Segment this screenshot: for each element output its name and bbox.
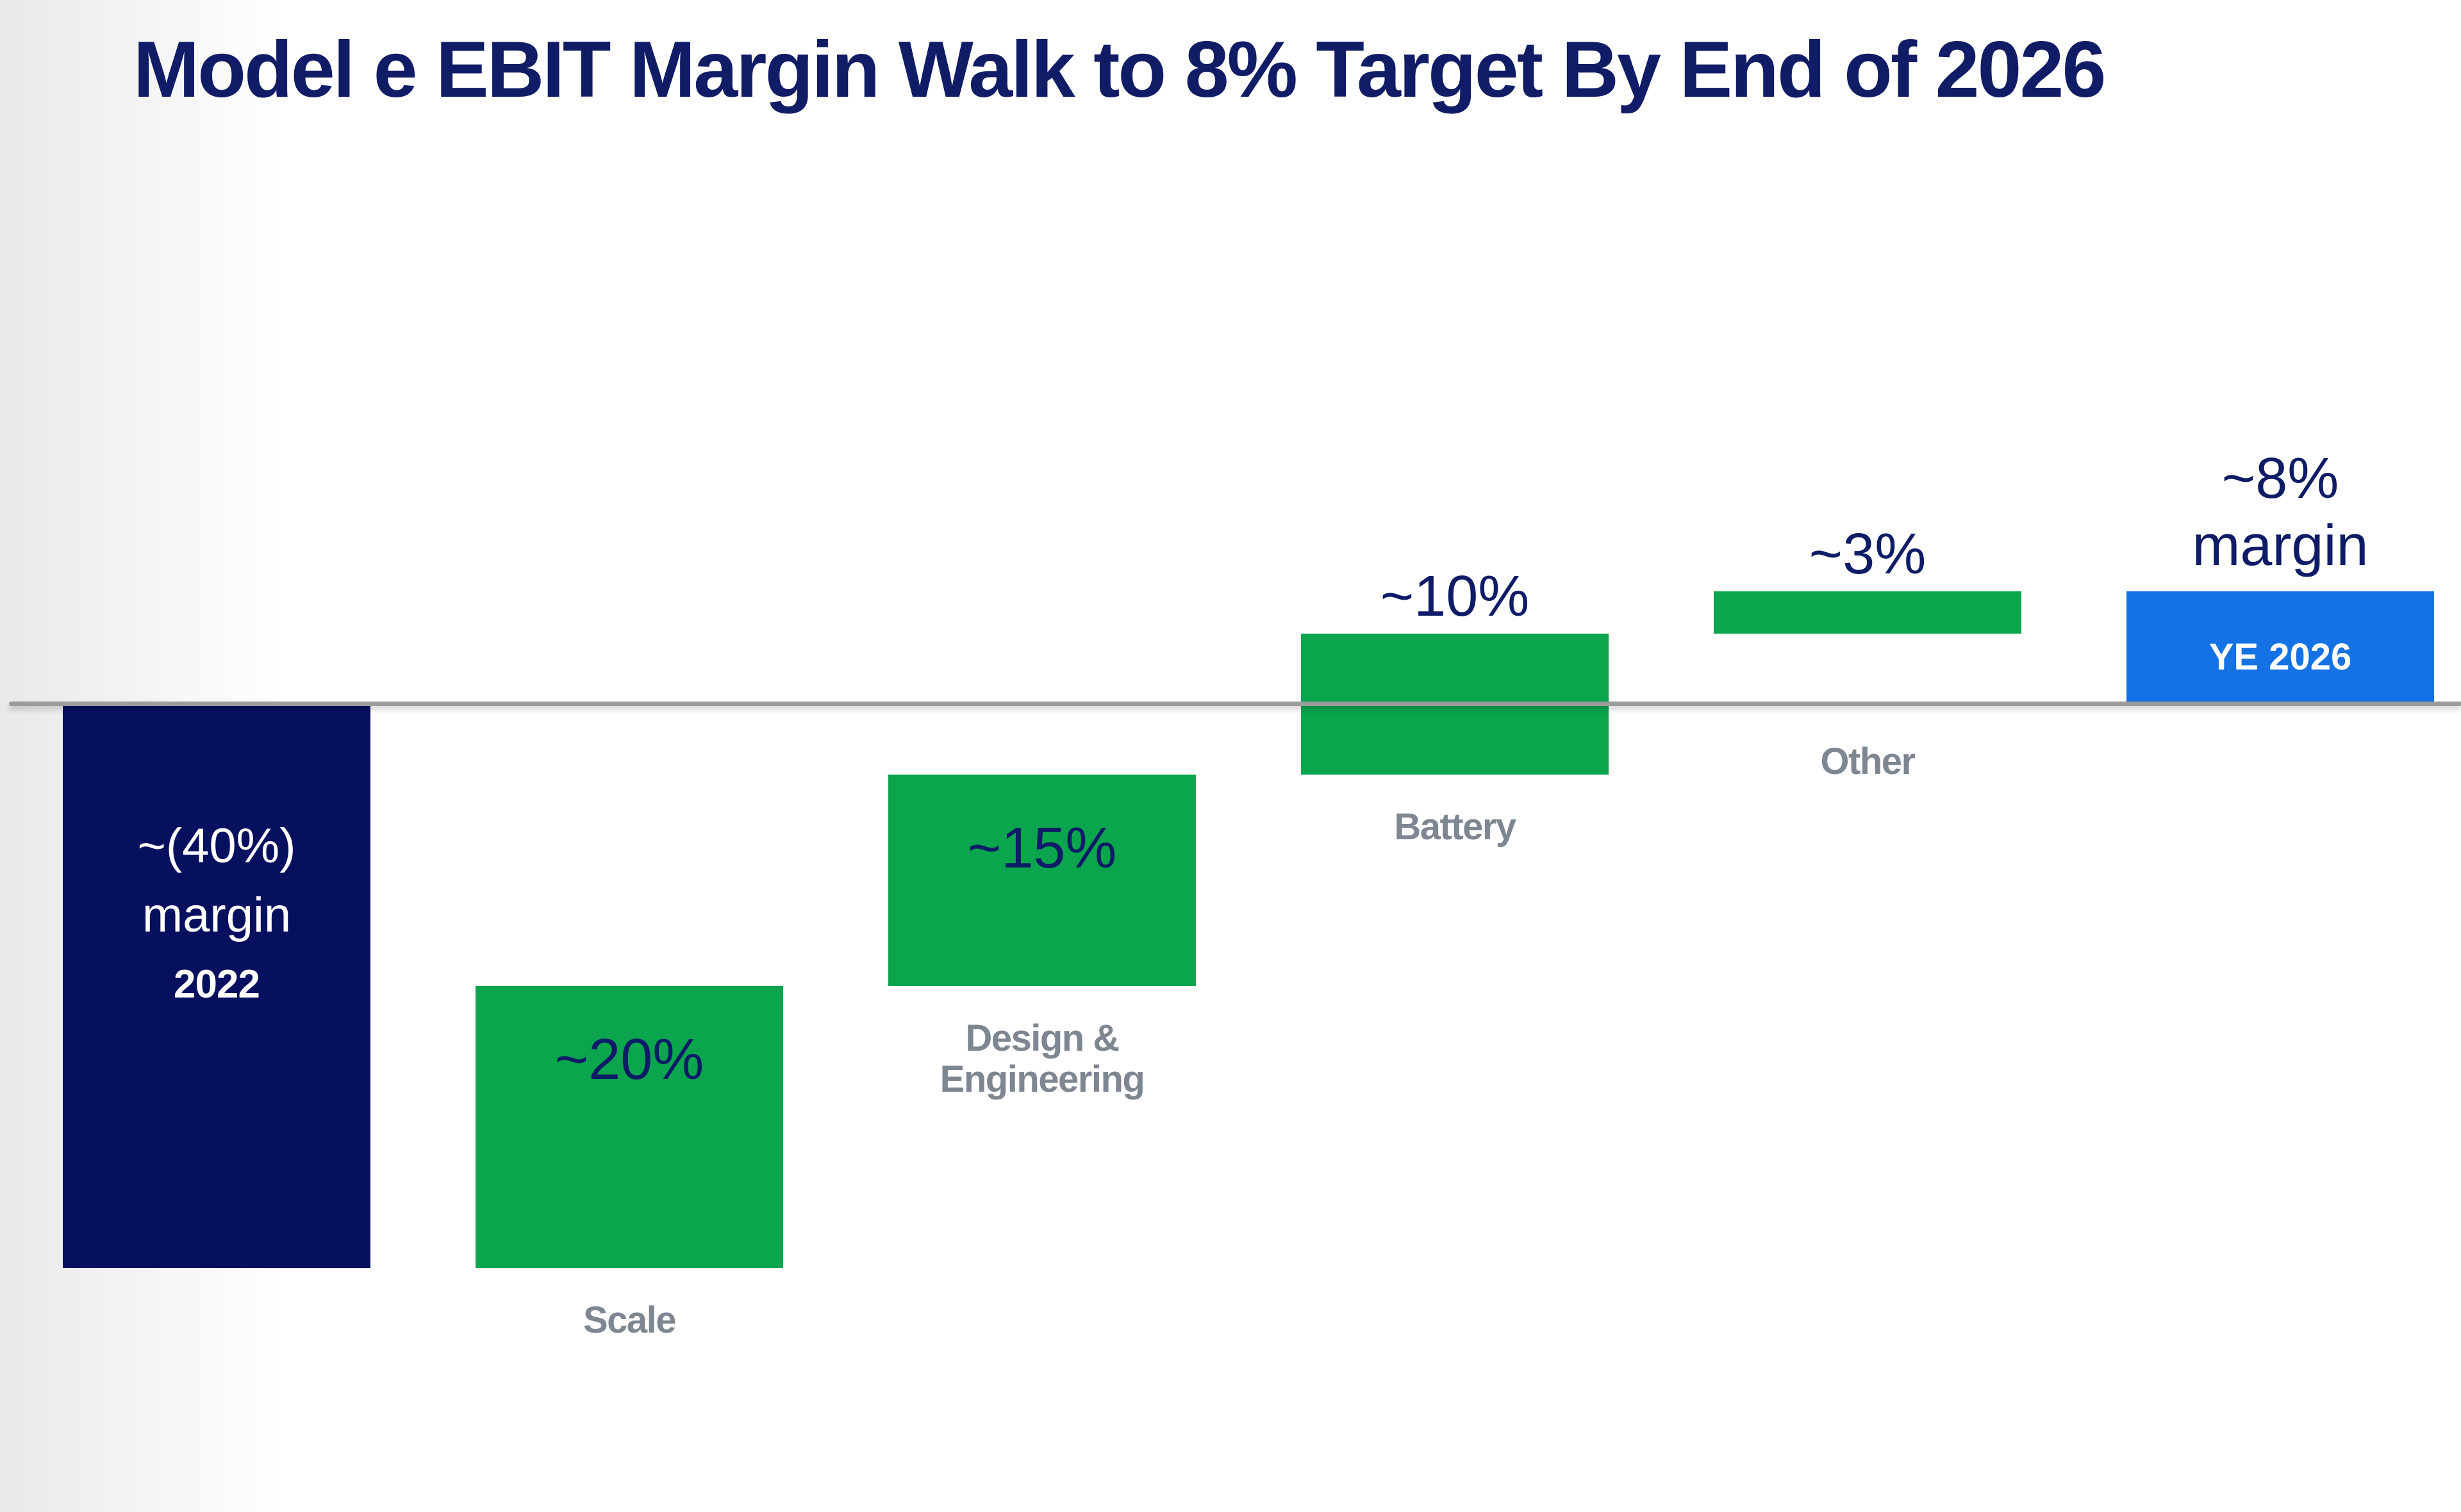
value-label-2022: ~(40%) margin 2022 [63,812,370,1019]
value-label-other: ~3% [1714,518,2021,590]
category-label-design-engineering: Design & Engineering [836,1017,1248,1100]
value-label-2022-line-3: 2022 [174,962,260,1007]
category-label-battery-line-1: Battery [1394,805,1516,848]
category-label-other: Other [1661,741,2074,782]
inner-label-ye-2026: YE 2026 [2208,636,2352,678]
page-title: Model e EBIT Margin Walk to 8% Target By… [133,26,2106,114]
value-label-design-engineering: ~15% [888,812,1196,884]
value-label-ye-2026: ~8% margin [2126,445,2434,580]
value-label-2022-line-2: margin [142,887,292,942]
waterfall-bar-other [1714,591,2021,634]
zero-baseline [9,702,2461,706]
value-label-scale-line-1: ~20% [554,1027,704,1092]
waterfall-bar-design-engineering [888,774,1196,986]
category-label-other-line-1: Other [1820,741,1916,782]
waterfall-bar-ye-2026 [2126,591,2434,704]
value-label-other-line-1: ~3% [1809,522,1927,586]
value-label-scale: ~20% [476,1024,783,1096]
category-label-design-engineering-line-2: Engineering [940,1058,1145,1100]
value-label-2022-line-1: ~(40%) [137,818,296,873]
category-label-scale-line-1: Scale [583,1299,677,1341]
value-label-ye-2026-line-1: ~8% [2221,446,2339,511]
category-label-design-engineering-line-1: Design & [965,1017,1120,1059]
category-label-battery: Battery [1248,805,1661,848]
value-label-battery: ~10% [1301,561,1609,632]
value-label-battery-line-1: ~10% [1380,564,1530,629]
category-label-scale: Scale [423,1299,836,1341]
value-label-ye-2026-line-2: margin [2192,513,2369,578]
waterfall-bar-scale [476,985,783,1268]
value-label-design-engineering-line-1: ~15% [967,816,1117,880]
